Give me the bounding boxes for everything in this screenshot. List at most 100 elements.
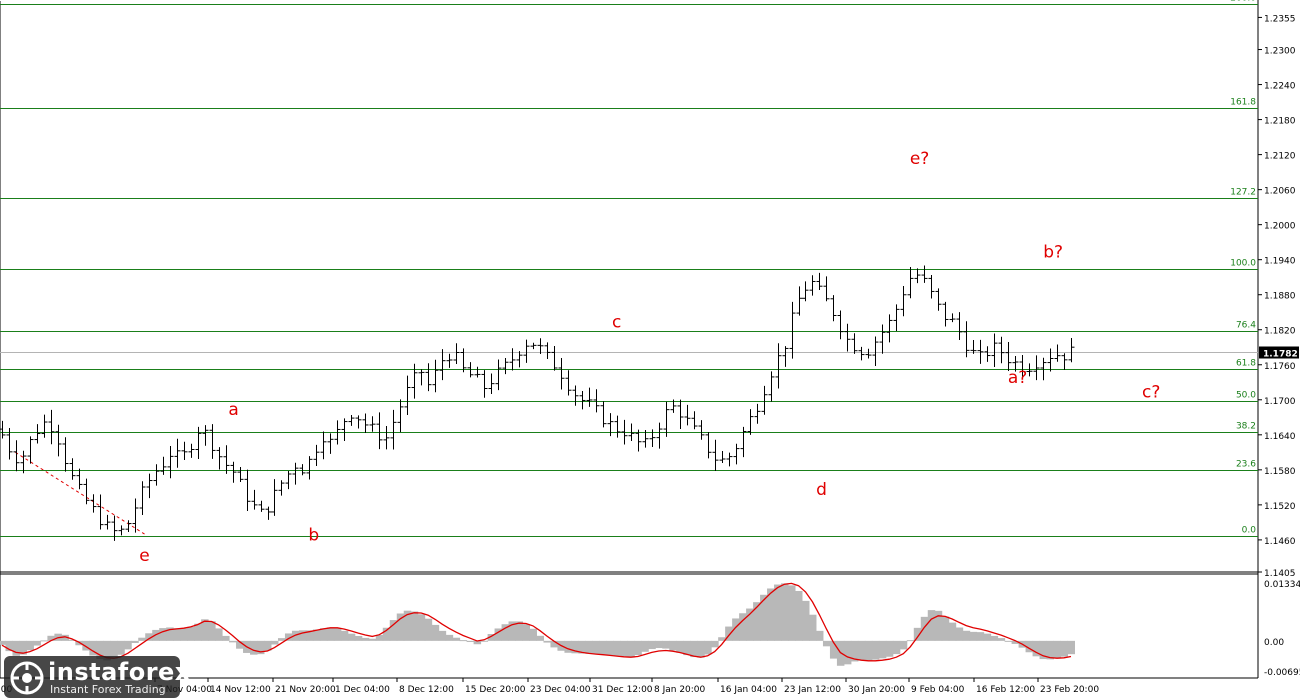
ohlc-bar bbox=[956, 312, 963, 340]
ohlc-bar bbox=[348, 415, 355, 426]
histogram-bar bbox=[466, 640, 475, 643]
ohlc-bar bbox=[195, 426, 202, 460]
ohlc-bar bbox=[754, 403, 761, 424]
ohlc-bar bbox=[977, 339, 984, 364]
ohlc-bar bbox=[418, 369, 425, 386]
histogram-bar bbox=[375, 634, 384, 641]
histogram-bar bbox=[431, 624, 440, 641]
histogram-bar bbox=[194, 623, 202, 641]
ohlc-bar bbox=[747, 409, 754, 435]
price-tick-label: 1.1700 bbox=[1264, 397, 1296, 407]
e-wave-trendline bbox=[15, 451, 145, 535]
histogram-bar bbox=[1046, 640, 1055, 660]
ohlc-bar bbox=[453, 343, 460, 364]
ohlc-bar bbox=[174, 438, 181, 468]
histogram-bar bbox=[417, 614, 426, 641]
histogram-bar bbox=[19, 640, 27, 655]
ohlc-bar bbox=[537, 338, 544, 354]
histogram-bar bbox=[201, 619, 209, 641]
histogram-bar bbox=[676, 640, 684, 653]
ohlc-bar bbox=[181, 441, 188, 460]
ohlc-bar bbox=[69, 458, 76, 480]
ohlc-bar bbox=[369, 416, 376, 432]
histogram-bar bbox=[704, 640, 712, 655]
histogram-bar bbox=[948, 622, 957, 641]
ohlc-bar bbox=[593, 389, 600, 413]
histogram-bar bbox=[683, 640, 691, 656]
ohlc-bar bbox=[432, 359, 439, 393]
ohlc-bar bbox=[355, 415, 362, 429]
wave-label-e: e bbox=[139, 546, 149, 566]
time-tick-label: 8 Dec 12:00 bbox=[399, 685, 454, 695]
ohlc-bar bbox=[334, 420, 341, 445]
ohlc-bar bbox=[823, 276, 830, 302]
ohlc-bar bbox=[928, 274, 935, 299]
histogram-bar bbox=[40, 640, 48, 642]
ohlc-bar bbox=[712, 439, 719, 472]
ohlc-bar bbox=[837, 310, 844, 340]
histogram-bar bbox=[697, 640, 705, 658]
histogram-bar bbox=[690, 640, 698, 658]
histogram-bar bbox=[103, 640, 111, 661]
price-tick-label: 1.2060 bbox=[1264, 187, 1296, 197]
ohlc-bar bbox=[474, 366, 481, 378]
histogram-bar bbox=[347, 633, 356, 641]
histogram-bar bbox=[585, 640, 593, 654]
histogram-bar bbox=[368, 638, 377, 641]
histogram-bar bbox=[508, 621, 517, 641]
ohlc-bar bbox=[118, 525, 125, 536]
histogram-bar bbox=[753, 602, 761, 641]
ohlc-bar bbox=[761, 385, 768, 415]
price-tick-label: 1.2240 bbox=[1264, 82, 1296, 92]
histogram-bar bbox=[459, 640, 468, 642]
histogram-bar bbox=[920, 616, 929, 641]
histogram-bar bbox=[864, 640, 873, 661]
histogram-bar bbox=[899, 640, 908, 650]
histogram-bar bbox=[403, 610, 412, 641]
ohlc-bar bbox=[278, 480, 285, 496]
histogram-bar bbox=[96, 640, 104, 659]
histogram-bar bbox=[578, 640, 586, 654]
price-tick-label: 1.1760 bbox=[1264, 362, 1296, 372]
ohlc-bar bbox=[886, 314, 893, 343]
ohlc-bar bbox=[153, 464, 160, 486]
fib-label-127.2: 127.2 bbox=[1230, 188, 1256, 198]
ohlc-bar bbox=[48, 409, 55, 445]
wave-labels: e a b c d e? a? b? c? bbox=[139, 149, 1160, 566]
histogram-bar bbox=[250, 640, 258, 655]
histogram-bar bbox=[187, 626, 195, 641]
price-tick-label: 1.2180 bbox=[1264, 117, 1296, 127]
ohlc-bar bbox=[586, 387, 593, 407]
histogram-bar bbox=[354, 636, 363, 641]
ohlc-bar bbox=[914, 268, 921, 284]
ohlc-bar bbox=[376, 412, 383, 450]
ohlc-bar bbox=[390, 409, 397, 450]
time-tick-label: 31 Dec 12:00 bbox=[592, 685, 653, 695]
histogram-bar bbox=[515, 621, 524, 641]
ohlc-bar bbox=[292, 462, 299, 485]
ohlc-bar bbox=[572, 385, 579, 406]
histogram-bar bbox=[662, 640, 670, 649]
price-tick-label: 1.1520 bbox=[1264, 502, 1296, 512]
wave-label-d: d bbox=[816, 480, 827, 500]
ohlc-bar bbox=[216, 447, 223, 470]
ohlc-bar bbox=[802, 281, 809, 302]
ohlc-bar bbox=[893, 304, 900, 331]
histogram-bar bbox=[718, 637, 726, 641]
ohlc-bar bbox=[816, 272, 823, 291]
histogram-bar bbox=[843, 640, 852, 665]
time-tick-label: 15 Dec 20:00 bbox=[465, 685, 526, 695]
ohlc-bar bbox=[13, 440, 20, 472]
fib-label-0.0: 0.0 bbox=[1242, 526, 1257, 536]
wave-label-cq: c? bbox=[1142, 383, 1160, 403]
time-tick-label: 30 Jan 20:00 bbox=[848, 685, 905, 695]
ohlc-bar bbox=[935, 288, 942, 311]
ohlc-bar bbox=[299, 464, 306, 476]
price-tick-label: 1.1880 bbox=[1264, 292, 1296, 302]
ohlc-bar bbox=[411, 363, 418, 399]
histogram-bar bbox=[571, 640, 579, 654]
histogram-bar bbox=[257, 640, 265, 655]
ohlc-bar bbox=[1068, 337, 1075, 363]
ohlc-bar bbox=[544, 342, 551, 360]
ohlc-bar bbox=[439, 349, 446, 381]
